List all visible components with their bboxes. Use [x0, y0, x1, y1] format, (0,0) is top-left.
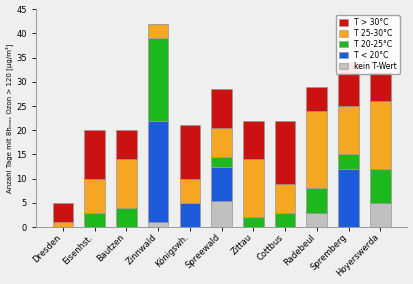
Bar: [306, 87, 327, 111]
Bar: [338, 106, 359, 154]
Bar: [211, 167, 232, 201]
Bar: [338, 62, 359, 106]
Bar: [148, 24, 169, 38]
Bar: [370, 169, 391, 203]
Bar: [370, 101, 391, 169]
Bar: [275, 120, 295, 183]
Legend: T > 30°C, T 25-30°C, T 20-25°C, T < 20°C, kein T-Wert: T > 30°C, T 25-30°C, T 20-25°C, T < 20°C…: [336, 15, 400, 74]
Bar: [211, 157, 232, 167]
Bar: [84, 130, 105, 179]
Bar: [148, 120, 169, 222]
Bar: [243, 120, 263, 159]
Bar: [306, 213, 327, 227]
Y-axis label: Anzahl Tage mit 8hₘₐₓ Ozon > 120 [μg/m³]: Anzahl Tage mit 8hₘₐₓ Ozon > 120 [μg/m³]: [5, 43, 13, 193]
Bar: [52, 222, 73, 227]
Bar: [370, 72, 391, 101]
Bar: [243, 159, 263, 218]
Bar: [338, 169, 359, 227]
Bar: [52, 203, 73, 222]
Bar: [84, 179, 105, 213]
Bar: [370, 203, 391, 227]
Bar: [306, 188, 327, 213]
Bar: [148, 222, 169, 227]
Bar: [211, 89, 232, 128]
Bar: [180, 203, 200, 227]
Bar: [275, 213, 295, 227]
Bar: [338, 154, 359, 169]
Bar: [116, 130, 137, 159]
Bar: [180, 126, 200, 179]
Bar: [116, 208, 137, 227]
Bar: [180, 179, 200, 203]
Bar: [84, 213, 105, 227]
Bar: [148, 38, 169, 120]
Bar: [211, 201, 232, 227]
Bar: [211, 128, 232, 157]
Bar: [116, 159, 137, 208]
Bar: [306, 111, 327, 188]
Bar: [275, 183, 295, 213]
Bar: [243, 218, 263, 227]
